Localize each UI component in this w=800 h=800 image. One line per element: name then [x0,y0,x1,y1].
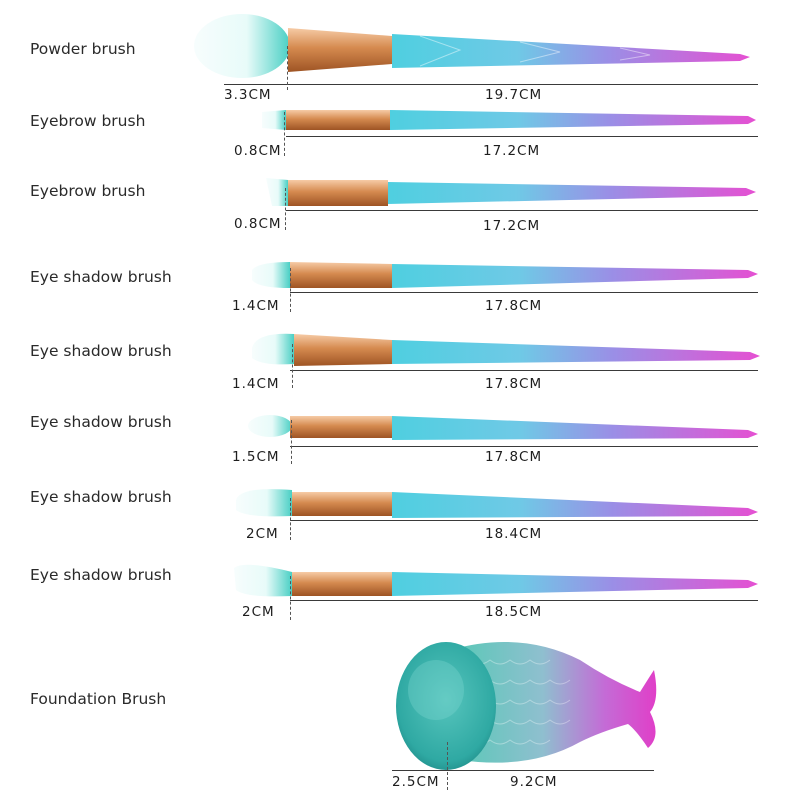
handle-length: 17.2CM [483,143,541,159]
head-length: 1.4CM [232,298,280,314]
eye-shadow-brush-image [236,489,758,518]
body-length: 9.2CM [510,774,558,790]
handle-length: 17.8CM [485,449,543,465]
handle-length: 19.7CM [485,87,543,103]
handle-length: 17.8CM [485,298,543,314]
handle-length: 17.2CM [483,218,541,234]
measure-line [290,520,758,521]
measure-divider [287,46,288,90]
measure-divider [290,498,291,540]
handle-length: 17.8CM [485,376,543,392]
brush-name: Powder brush [30,40,136,58]
measure-line [392,770,654,771]
eye-shadow-brush-image [248,415,758,440]
measure-line [290,446,758,447]
brush-name: Eyebrow brush [30,182,146,200]
head-length: 0.8CM [234,143,282,159]
handle-length: 18.4CM [485,526,543,542]
brush-name: Eye shadow brush [30,268,172,286]
brush-name: Eye shadow brush [30,488,172,506]
eye-shadow-brush-image [234,564,758,597]
eye-shadow-brush-image [252,333,760,366]
powder-brush-image [194,14,750,78]
head-length: 1.4CM [232,376,280,392]
measure-line [286,210,758,211]
head-length: 3.3CM [224,87,272,103]
measure-line [286,136,758,137]
head-length: 1.5CM [232,449,280,465]
measure-divider [291,420,292,464]
measure-divider [284,112,285,156]
brush-name: Eyebrow brush [30,112,146,130]
brush-name: Eye shadow brush [30,342,172,360]
head-length: 2.5CM [392,774,440,790]
foundation-name: Foundation Brush [30,690,167,708]
eye-shadow-brush-image [252,262,758,288]
measure-line [290,600,758,601]
measure-line [290,292,758,293]
eyebrow-brush-image [262,110,756,130]
measure-divider [285,188,286,230]
measure-divider [292,344,293,388]
measure-divider [290,268,291,312]
brush-name: Eye shadow brush [30,413,172,431]
head-length: 2CM [246,526,279,542]
handle-length: 18.5CM [485,604,543,620]
measure-divider [447,742,448,790]
measure-line [290,370,758,371]
angled-eyebrow-brush-image [266,178,756,206]
head-length: 2CM [242,604,275,620]
head-length: 0.8CM [234,216,282,232]
brush-name: Eye shadow brush [30,566,172,584]
measure-line [224,84,758,85]
measure-divider [290,576,291,620]
